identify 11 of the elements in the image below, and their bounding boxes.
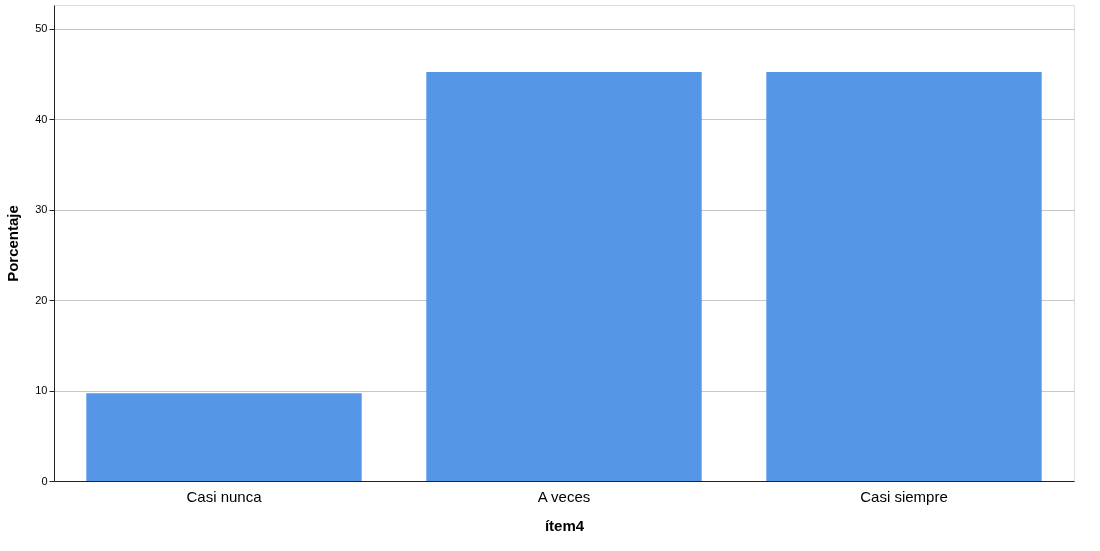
y-tick-label: 0 <box>41 474 48 487</box>
x-tick-label: Casi siempre <box>860 487 948 505</box>
x-axis-title: ítem4 <box>544 516 585 534</box>
x-tick-label: A veces <box>537 487 591 505</box>
y-tick-label: 30 <box>35 203 48 216</box>
y-tick-label: 20 <box>35 293 48 306</box>
y-tick-label: 40 <box>35 112 48 125</box>
y-axis-title: Porcentaje <box>4 205 22 282</box>
y-tick-label: 50 <box>35 22 48 35</box>
y-tick-label: 10 <box>35 384 48 397</box>
x-tick-label: Casi nunca <box>186 487 263 505</box>
